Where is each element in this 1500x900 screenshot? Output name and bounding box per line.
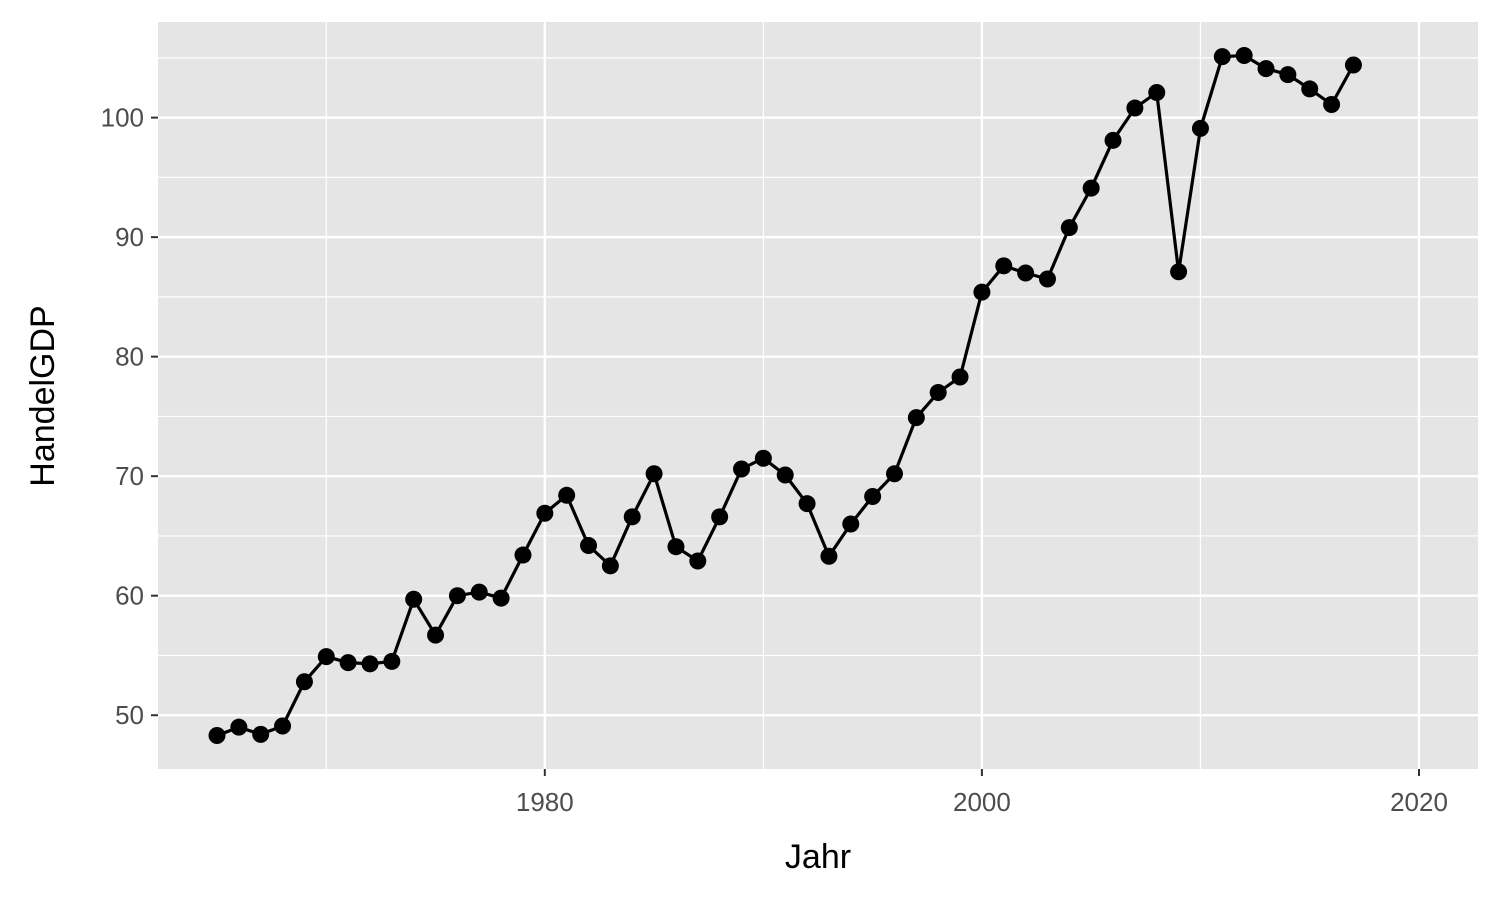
data-point: [339, 654, 357, 672]
data-point: [1235, 46, 1253, 64]
data-point: [1301, 80, 1319, 98]
y-axis-title: HandelGDP: [24, 305, 62, 486]
x-tick-label: 2020: [1390, 787, 1448, 817]
data-point: [1323, 95, 1341, 113]
y-tick-label: 50: [115, 700, 144, 730]
y-tick-label: 100: [101, 103, 144, 133]
data-point: [820, 547, 838, 565]
data-point: [230, 718, 248, 736]
data-point: [1279, 66, 1297, 84]
x-axis-title: Jahr: [785, 838, 851, 876]
data-point: [689, 552, 707, 570]
data-point: [798, 495, 816, 513]
data-point: [995, 257, 1013, 275]
y-axis: 50 60 70 80 90 100: [101, 103, 158, 730]
x-axis: 1980 2000 2020: [516, 769, 1448, 817]
major-gridlines: [158, 22, 1478, 769]
data-point: [601, 557, 619, 575]
data-point: [645, 465, 663, 483]
data-point: [776, 466, 794, 484]
data-point: [951, 368, 969, 386]
data-point: [929, 384, 947, 402]
data-point: [252, 725, 270, 743]
y-tick-label: 70: [115, 461, 144, 491]
data-point: [1213, 48, 1231, 66]
data-point: [317, 648, 335, 666]
data-point: [667, 538, 685, 556]
data-point: [1191, 119, 1209, 137]
data-point: [1082, 179, 1100, 197]
data-point: [405, 590, 423, 608]
data-point: [361, 655, 379, 673]
data-point: [470, 583, 488, 601]
data-point: [733, 460, 751, 478]
data-point: [1038, 270, 1056, 288]
data-point: [1017, 264, 1035, 282]
data-point: [383, 652, 401, 670]
data-point: [427, 626, 445, 644]
data-point: [448, 587, 466, 605]
data-point: [1170, 263, 1188, 281]
data-point: [514, 546, 532, 564]
data-point: [558, 486, 576, 504]
data-point: [580, 536, 598, 554]
data-point: [885, 465, 903, 483]
data-point: [842, 515, 860, 533]
data-point: [864, 487, 882, 505]
y-tick-label: 90: [115, 222, 144, 252]
data-point: [208, 727, 226, 745]
x-tick-label: 2000: [953, 787, 1011, 817]
data-point: [274, 717, 292, 735]
plot-panel: [158, 22, 1478, 769]
data-point: [492, 589, 510, 607]
y-tick-label: 80: [115, 342, 144, 372]
data-point: [1126, 99, 1144, 117]
data-point: [1344, 56, 1362, 74]
y-tick-label: 60: [115, 581, 144, 611]
data-point: [907, 409, 925, 427]
data-point: [295, 673, 313, 691]
data-point: [623, 508, 641, 526]
series-layer: [208, 46, 1362, 745]
data-point: [1060, 219, 1078, 237]
data-point: [711, 508, 729, 526]
data-point: [1257, 60, 1275, 78]
data-point: [1148, 84, 1166, 102]
data-point: [754, 449, 772, 467]
data-point: [536, 504, 554, 522]
data-point: [1104, 131, 1122, 149]
minor-gridlines: [158, 22, 1478, 769]
data-point: [973, 283, 991, 301]
x-tick-label: 1980: [516, 787, 574, 817]
